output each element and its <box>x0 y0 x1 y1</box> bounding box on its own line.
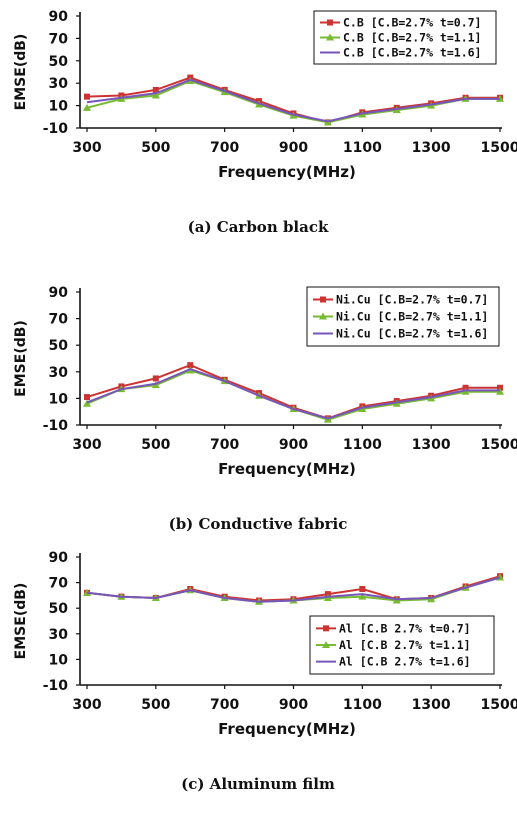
legend-entry: Ni.Cu [C.B=2.7% t=1.1] <box>336 310 488 324</box>
data-point <box>187 362 194 369</box>
x-tick-label: 1500 <box>481 437 517 453</box>
y-tick-label: -10 <box>43 121 69 137</box>
legend-entry: Ni.Cu [C.B=2.7% t=0.7] <box>336 293 488 307</box>
legend-marker <box>323 625 329 632</box>
y-tick-label: 50 <box>49 338 69 354</box>
y-tick-label: 30 <box>49 76 69 92</box>
x-tick-label: 1100 <box>343 140 382 156</box>
legend-entry: Ni.Cu [C.B=2.7% t=1.6] <box>336 327 488 341</box>
data-point <box>83 588 91 596</box>
data-point <box>83 103 91 111</box>
y-tick-label: 90 <box>49 285 69 301</box>
x-tick-label: 1100 <box>343 697 382 713</box>
x-tick-label: 700 <box>210 140 239 156</box>
legend-entry: Al [C.B 2.7% t=0.7] <box>339 621 471 635</box>
y-tick-label: -10 <box>43 418 69 434</box>
x-axis-label: Frequency(MHz) <box>218 460 356 478</box>
x-tick-label: 1100 <box>343 437 382 453</box>
legend: C.B [C.B=2.7% t=0.7]C.B [C.B=2.7% t=1.1]… <box>313 10 497 65</box>
series-line-3 <box>86 368 500 420</box>
legend-box <box>309 615 495 675</box>
y-tick-label: 10 <box>49 652 69 668</box>
y-tick-label: 50 <box>49 54 69 70</box>
legend-box <box>313 10 497 65</box>
y-tick-label: 10 <box>49 391 69 407</box>
legend-marker <box>327 19 333 26</box>
x-tick-label: 900 <box>279 437 308 453</box>
panel-caption: (b) Conductive fabric <box>169 515 348 533</box>
y-tick-label: 10 <box>49 99 69 115</box>
y-tick-label: 90 <box>49 9 69 25</box>
x-tick-label: 1300 <box>412 697 451 713</box>
x-tick-label: 1500 <box>481 697 517 713</box>
x-axis-label: Frequency(MHz) <box>218 720 356 738</box>
y-tick-label: 30 <box>49 365 69 381</box>
data-point <box>151 91 160 99</box>
x-tick-label: 900 <box>279 140 308 156</box>
legend-entry: Al [C.B 2.7% t=1.1] <box>339 638 471 652</box>
legend-entry: C.B [C.B=2.7% t=1.1] <box>343 31 481 45</box>
series-line-3 <box>86 78 500 123</box>
x-tick-label: 500 <box>141 140 170 156</box>
y-tick-label: 70 <box>49 576 69 592</box>
data-point <box>358 592 367 600</box>
y-axis-label: EMSE(dB) <box>13 583 29 660</box>
legend-entry: C.B [C.B=2.7% t=1.6] <box>343 46 481 60</box>
panel-caption: (a) Carbon black <box>188 218 329 236</box>
data-point <box>359 586 366 592</box>
data-point <box>152 86 159 93</box>
x-tick-label: 300 <box>72 140 101 156</box>
y-axis-label: EMSE(dB) <box>13 320 29 397</box>
legend-marker <box>322 641 330 648</box>
x-axis-label: Frequency(MHz) <box>218 163 356 181</box>
x-tick-label: 1300 <box>412 140 451 156</box>
panel-caption: (c) Aluminum film <box>181 775 335 793</box>
y-tick-label: 70 <box>49 31 69 47</box>
x-tick-label: 900 <box>279 697 308 713</box>
x-tick-label: 500 <box>141 437 170 453</box>
legend: Ni.Cu [C.B=2.7% t=0.7] Ni.Cu [C.B=2.7% t=… <box>306 286 500 347</box>
y-tick-label: 30 <box>49 627 69 643</box>
x-tick-label: 300 <box>72 697 101 713</box>
legend: Al [C.B 2.7% t=0.7] Al [C.B 2.7% t=1.1] Al… <box>309 615 495 675</box>
legend-box <box>306 286 500 347</box>
x-tick-label: 300 <box>72 437 101 453</box>
x-tick-label: 500 <box>141 697 170 713</box>
series-line-3 <box>86 576 501 603</box>
data-point <box>83 399 91 407</box>
y-tick-label: 50 <box>49 601 69 617</box>
y-tick-label: 70 <box>49 312 69 328</box>
x-tick-label: 1500 <box>481 140 517 156</box>
y-tick-label: -10 <box>43 678 69 694</box>
data-point <box>152 375 159 382</box>
x-tick-label: 700 <box>210 697 239 713</box>
legend-marker <box>326 33 334 41</box>
legend-entry: Al [C.B 2.7% t=1.6] <box>339 655 471 669</box>
legend-entry: C.B [C.B=2.7% t=0.7] <box>343 16 481 30</box>
data-point <box>84 93 90 100</box>
legend-marker <box>319 312 327 320</box>
data-point <box>84 394 90 401</box>
x-tick-label: 1300 <box>412 437 451 453</box>
y-tick-label: 90 <box>49 550 69 566</box>
x-tick-label: 700 <box>210 437 239 453</box>
y-axis-label: EMSE(dB) <box>13 34 29 111</box>
legend-marker <box>320 296 326 303</box>
